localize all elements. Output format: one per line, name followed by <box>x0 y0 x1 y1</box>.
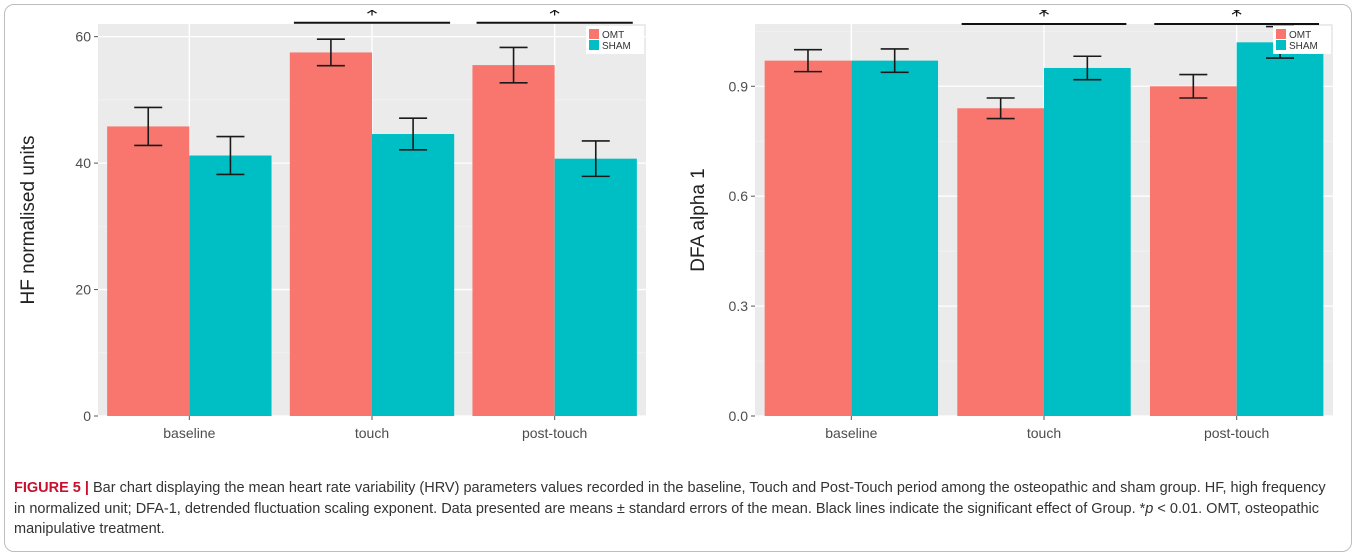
figure-label: FIGURE 5 | <box>14 480 89 496</box>
y-tick-label: 40 <box>75 155 91 171</box>
bar-omt-touch <box>289 52 372 417</box>
bar-omt-post-touch <box>472 65 555 416</box>
y-axis-title: DFA alpha 1 <box>688 168 709 272</box>
legend-key-sham <box>1276 40 1286 50</box>
y-tick-label: 0 <box>83 408 91 424</box>
y-tick-label: 20 <box>75 282 91 298</box>
x-tick-label: post-touch <box>1204 425 1269 441</box>
bar-omt-baseline <box>107 126 190 416</box>
legend-label-omt: OMT <box>602 30 624 41</box>
hf-chart: 0 20 40 60 baseline touch post-touch * * HF norma… <box>18 10 646 441</box>
bar-sham-post-touch <box>1236 42 1324 417</box>
bar-sham-baseline <box>189 155 272 416</box>
error-bar-omt-touch <box>986 97 1015 120</box>
legend-key-omt <box>589 29 599 39</box>
x-tick-label: post-touch <box>522 425 587 441</box>
x-tick-label: touch <box>355 425 389 441</box>
caption-p-symbol: p <box>1145 500 1154 517</box>
legend-label-sham: SHAM <box>602 41 631 52</box>
dfa-chart: 0.0 0.3 0.6 0.9 baseline touch post-touch * * DFA… <box>688 10 1333 441</box>
y-tick-label: 0.3 <box>729 298 749 314</box>
legend-label-omt: OMT <box>1289 30 1311 41</box>
error-bar-sham-post-touch <box>581 140 610 178</box>
x-tick-label: baseline <box>163 425 215 441</box>
error-bar-omt-baseline <box>793 48 822 73</box>
significance-star: * <box>549 10 560 28</box>
bar-sham-baseline <box>851 60 939 417</box>
legend-key-sham <box>589 40 599 50</box>
significance-star: * <box>1231 10 1242 29</box>
significance-star: * <box>1039 10 1050 29</box>
error-bar-sham-baseline <box>216 135 245 176</box>
error-bar-omt-post-touch <box>499 46 528 84</box>
legend-label-sham: SHAM <box>1289 41 1318 52</box>
y-tick-label: 0.6 <box>729 188 749 204</box>
error-bar-omt-touch <box>316 38 345 67</box>
bar-omt-touch <box>957 108 1044 416</box>
error-bar-omt-post-touch <box>1179 73 1208 99</box>
x-tick-label: touch <box>1027 425 1061 441</box>
error-bar-sham-touch <box>1073 55 1102 81</box>
error-bar-sham-touch <box>399 117 428 151</box>
caption-text-1: Bar chart displaying the mean heart rate… <box>14 480 1326 517</box>
caption-text-2: < 0.01. OMT, osteopathic manipulative tr… <box>14 500 1319 538</box>
x-tick-label: baseline <box>825 425 877 441</box>
significance-star: * <box>367 10 378 28</box>
y-tick-label: 60 <box>75 29 91 45</box>
bar-omt-post-touch <box>1149 86 1237 417</box>
figure-caption: FIGURE 5 | Bar chart displaying the mean… <box>14 478 1339 540</box>
error-bar-omt-baseline <box>134 106 163 147</box>
y-axis-title: HF normalised units <box>18 136 39 305</box>
y-tick-label: 0.0 <box>729 408 749 424</box>
bar-sham-touch <box>372 134 455 416</box>
y-tick-label: 0.9 <box>729 78 749 94</box>
error-bar-sham-baseline <box>880 48 909 74</box>
bar-sham-post-touch <box>554 158 637 417</box>
legend-key-omt <box>1276 29 1286 39</box>
bar-sham-touch <box>1044 67 1131 416</box>
bar-omt-baseline <box>764 60 852 417</box>
